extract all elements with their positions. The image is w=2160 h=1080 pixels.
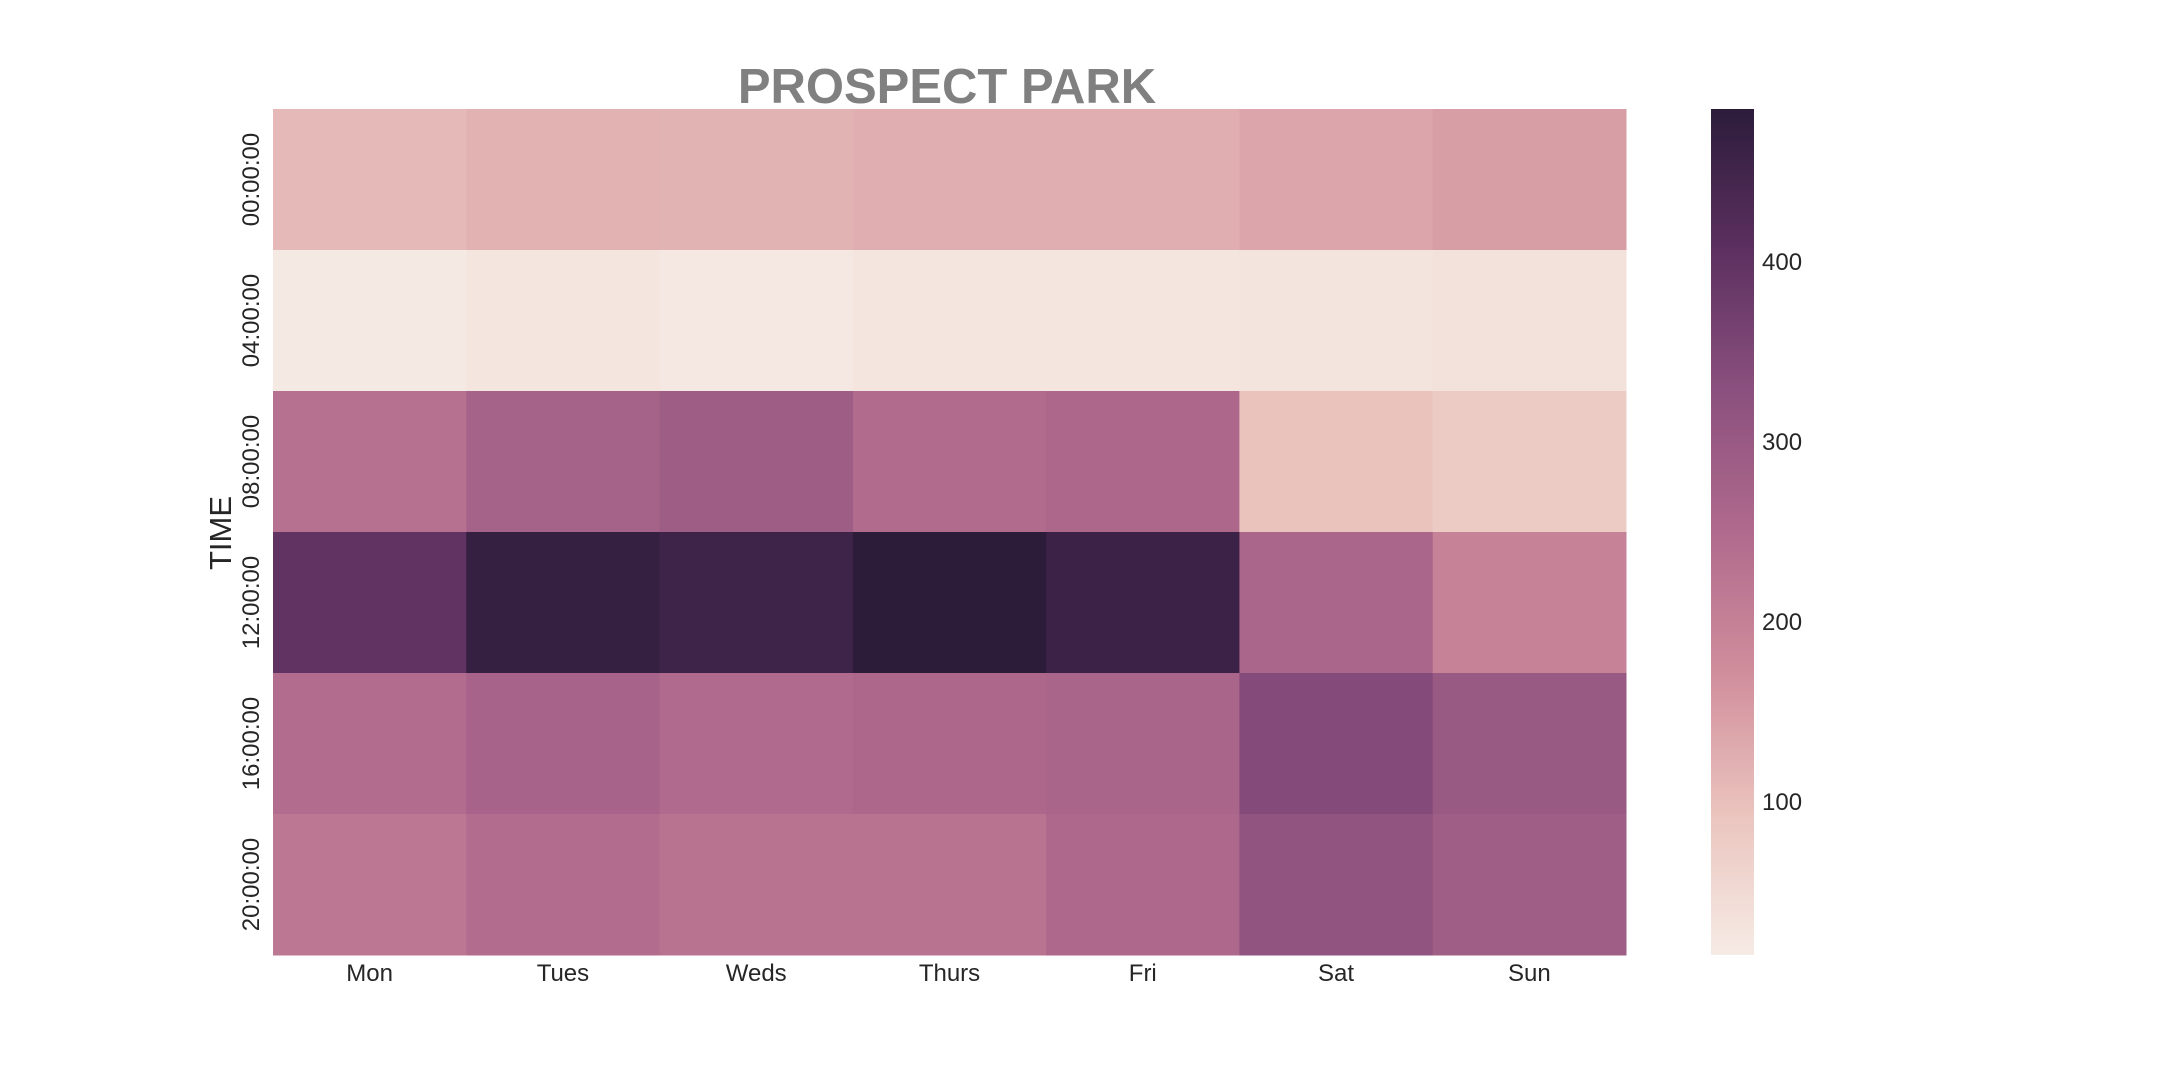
chart-title: PROSPECT PARK <box>738 60 1156 114</box>
colorbar-tick-labels: 100 200 300 400 <box>1762 249 1802 816</box>
heatmap-cell <box>466 673 660 815</box>
heatmap-cells <box>273 109 1627 956</box>
heatmap-cell <box>466 109 660 251</box>
heatmap-cell <box>853 391 1047 533</box>
y-tick-labels: 00:00:00 04:00:00 08:00:00 12:00:00 16:00:00… <box>238 133 265 931</box>
y-axis-label: TIME <box>203 496 238 570</box>
colorbar-tick-label: 100 <box>1762 789 1802 816</box>
heatmap-cell <box>1239 814 1433 956</box>
heatmap-cell <box>660 673 854 815</box>
heatmap-cell <box>660 532 854 674</box>
heatmap-cell <box>1239 673 1433 815</box>
colorbar-tick-label: 200 <box>1762 609 1802 636</box>
heatmap-cell <box>1433 109 1627 251</box>
y-tick-label: 00:00:00 <box>238 133 265 226</box>
y-tick-label: 12:00:00 <box>238 556 265 649</box>
heatmap-cell <box>1239 391 1433 533</box>
heatmap-cell <box>1239 250 1433 392</box>
heatmap-cell <box>1046 109 1240 251</box>
heatmap-cell <box>466 391 660 533</box>
heatmap-cell <box>466 250 660 392</box>
heatmap-cell <box>1046 814 1240 956</box>
y-tick-label: 16:00:00 <box>238 697 265 790</box>
x-tick-label: Weds <box>726 960 787 987</box>
x-tick-label: Sun <box>1508 960 1551 987</box>
heatmap-cell <box>660 391 854 533</box>
heatmap-cell <box>273 109 467 251</box>
heatmap-cell <box>1433 532 1627 674</box>
heatmap-cell <box>853 532 1047 674</box>
heatmap-cell <box>273 250 467 392</box>
y-tick-label: 04:00:00 <box>238 274 265 367</box>
heatmap-cell <box>1433 673 1627 815</box>
heatmap-cell <box>660 250 854 392</box>
heatmap-cell <box>273 673 467 815</box>
x-tick-labels: Mon Tues Weds Thurs Fri Sat Sun <box>346 960 1550 987</box>
heatmap-cell <box>273 814 467 956</box>
heatmap-cell <box>1239 532 1433 674</box>
x-tick-label: Sat <box>1318 960 1354 987</box>
heatmap-cell <box>853 814 1047 956</box>
heatmap-cell <box>1433 814 1627 956</box>
heatmap-cell <box>1239 109 1433 251</box>
heatmap-cell <box>1046 532 1240 674</box>
heatmap-cell <box>1433 250 1627 392</box>
x-tick-label: Tues <box>537 960 589 987</box>
heatmap-cell <box>1046 250 1240 392</box>
heatmap-cell <box>660 109 854 251</box>
colorbar-tick-label: 300 <box>1762 429 1802 456</box>
colorbar <box>1711 109 1754 955</box>
heatmap-cell <box>273 391 467 533</box>
heatmap-cell <box>1433 391 1627 533</box>
heatmap-cell <box>1046 673 1240 815</box>
heatmap-cell <box>853 109 1047 251</box>
heatmap-cell <box>466 814 660 956</box>
heatmap-cell <box>273 532 467 674</box>
y-tick-label: 08:00:00 <box>238 415 265 508</box>
heatmap-cell <box>853 250 1047 392</box>
heatmap-cell <box>660 814 854 956</box>
y-tick-label: 20:00:00 <box>238 838 265 931</box>
x-tick-label: Thurs <box>919 960 980 987</box>
heatmap-cell <box>853 673 1047 815</box>
x-tick-label: Mon <box>346 960 393 987</box>
heatmap-cell <box>466 532 660 674</box>
colorbar-tick-label: 400 <box>1762 249 1802 276</box>
x-tick-label: Fri <box>1129 960 1157 987</box>
heatmap-cell <box>1046 391 1240 533</box>
